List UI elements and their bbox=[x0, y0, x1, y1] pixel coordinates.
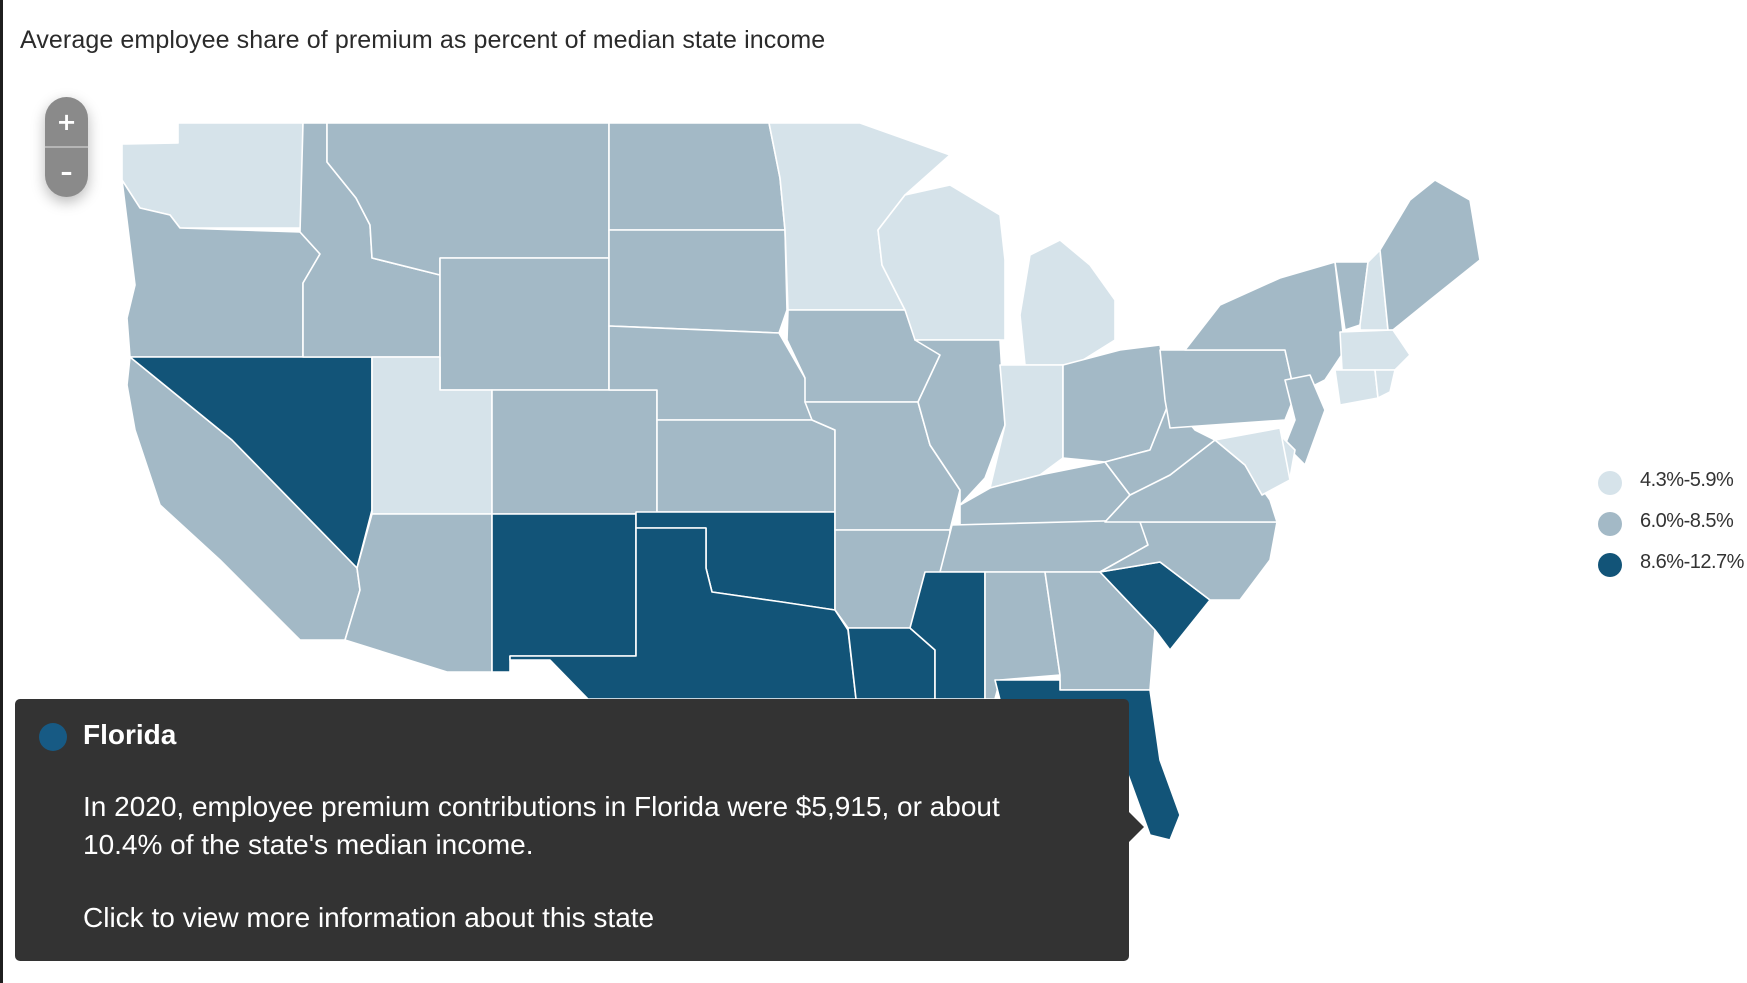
legend-swatch bbox=[1598, 512, 1622, 536]
tooltip-more-info-link[interactable]: Click to view more information about thi… bbox=[83, 902, 655, 933]
zoom-divider bbox=[45, 146, 88, 148]
legend-label: 8.6%-12.7% bbox=[1640, 551, 1744, 573]
legend-swatch bbox=[1598, 553, 1622, 577]
legend-swatch bbox=[1598, 471, 1622, 495]
frame-edge bbox=[0, 0, 3, 983]
state-new-jersey[interactable] bbox=[1284, 374, 1326, 466]
map-title: Average employee share of premium as per… bbox=[20, 26, 826, 54]
legend-label: 4.3%-5.9% bbox=[1640, 469, 1734, 491]
legend-item-low: 4.3%-5.9% bbox=[1598, 462, 1747, 503]
state-colorado[interactable] bbox=[491, 389, 658, 515]
tooltip-description: In 2020, employee premium contributions … bbox=[83, 791, 1000, 860]
legend-item-high: 8.6%-12.7% bbox=[1598, 544, 1747, 585]
zoom-control: + – bbox=[45, 97, 88, 197]
tooltip-state-name: Florida bbox=[83, 719, 177, 750]
legend-label: 6.0%-8.5% bbox=[1640, 510, 1734, 532]
state-pennsylvania[interactable] bbox=[1159, 349, 1296, 429]
state-maryland[interactable] bbox=[1214, 427, 1291, 496]
zoom-in-button[interactable]: + bbox=[56, 108, 77, 136]
state-south-dakota[interactable] bbox=[608, 229, 788, 334]
state-tooltip[interactable]: Florida In 2020, employee premium contri… bbox=[15, 699, 1129, 961]
state-north-carolina[interactable] bbox=[1099, 521, 1278, 601]
state-rhode-island[interactable] bbox=[1374, 369, 1396, 399]
state-wyoming[interactable] bbox=[439, 257, 610, 391]
state-north-dakota[interactable] bbox=[608, 122, 786, 231]
state-kansas[interactable] bbox=[656, 419, 836, 513]
tooltip-pointer bbox=[1127, 810, 1144, 844]
legend-item-mid: 6.0%-8.5% bbox=[1598, 503, 1747, 544]
tooltip-color-dot bbox=[39, 723, 67, 751]
state-maine[interactable] bbox=[1379, 179, 1481, 331]
state-new-mexico[interactable] bbox=[491, 513, 637, 673]
state-massachusetts[interactable] bbox=[1339, 329, 1411, 371]
zoom-out-button[interactable]: – bbox=[60, 158, 73, 186]
state-connecticut[interactable] bbox=[1334, 369, 1379, 406]
state-michigan[interactable] bbox=[1019, 239, 1116, 366]
state-arizona[interactable] bbox=[344, 513, 493, 673]
legend: 4.3%-5.9% 6.0%-8.5% 8.6%-12.7% bbox=[1598, 462, 1747, 585]
state-wisconsin[interactable] bbox=[877, 184, 1006, 341]
